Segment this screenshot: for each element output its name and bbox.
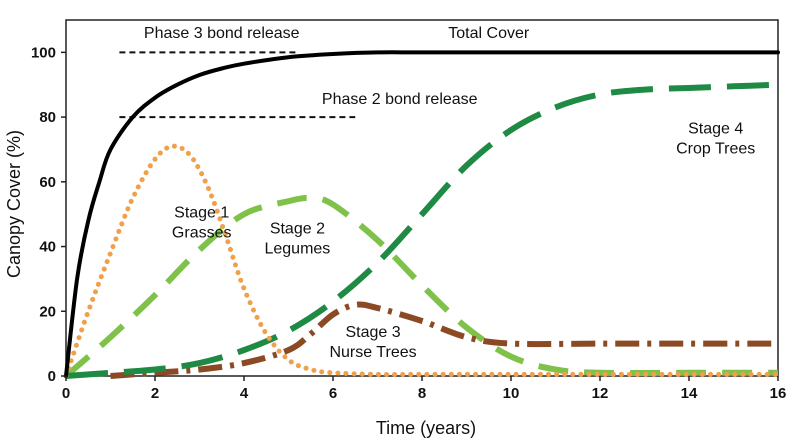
annotation-line: Phase 3 bond release	[144, 25, 300, 42]
annotation-label: Stage 2 Legumes	[264, 221, 330, 258]
series-line	[64, 194, 778, 379]
axes: 0 2 4 6 8 10 12 14 16 0 20 40 60 80 100	[31, 44, 786, 402]
series-line	[64, 50, 780, 378]
y-tick-label: 80	[39, 109, 56, 126]
y-tick-label: 100	[31, 44, 56, 61]
x-axis-title: Time (years)	[376, 418, 476, 438]
annotation-line: Stage 4	[688, 120, 743, 137]
annotation-label: Phase 2 bond release	[322, 91, 478, 108]
annotation-line: Grasses	[172, 224, 232, 241]
x-tick-label: 12	[592, 385, 609, 402]
x-tick-label: 4	[240, 385, 249, 402]
annotation-line: Total Cover	[448, 25, 530, 42]
annotation-label: Phase 3 bond release	[144, 25, 300, 42]
annotation-line: Legumes	[264, 241, 330, 258]
annotation-label: Stage 4 Crop Trees	[676, 120, 755, 157]
annotation-line: Crop Trees	[676, 140, 755, 157]
annotation-label: Stage 3 Nurse Trees	[329, 324, 416, 361]
annotation-line: Stage 3	[345, 324, 400, 341]
y-axis-title: Canopy Cover (%)	[4, 130, 24, 278]
series-line	[110, 301, 778, 379]
y-tick-label: 60	[39, 174, 56, 191]
series-line	[65, 81, 779, 379]
annotation-line: Nurse Trees	[329, 344, 416, 361]
y-tick-label: 0	[48, 368, 56, 385]
y-tick-label: 20	[39, 303, 56, 320]
x-tick-label: 8	[418, 385, 426, 402]
annotation-label: Stage 1 Grasses	[172, 204, 232, 241]
x-tick-label: 10	[503, 385, 520, 402]
annotation-label: Total Cover	[448, 25, 530, 42]
annotations: Phase 3 bond release Total Cover Phase 2 b…	[144, 25, 755, 361]
reference-lines	[119, 51, 356, 119]
x-tick-label: 14	[681, 385, 698, 402]
annotation-line: Stage 1	[174, 204, 229, 221]
series-layer	[63, 50, 781, 379]
x-tick-label: 0	[62, 385, 70, 402]
x-tick-label: 16	[770, 385, 787, 402]
annotation-line: Phase 2 bond release	[322, 91, 478, 108]
x-tick-label: 2	[151, 385, 159, 402]
y-tick-label: 40	[39, 239, 56, 256]
annotation-line: Stage 2	[270, 221, 325, 238]
series-line	[63, 143, 781, 379]
x-tick-label: 6	[329, 385, 337, 402]
